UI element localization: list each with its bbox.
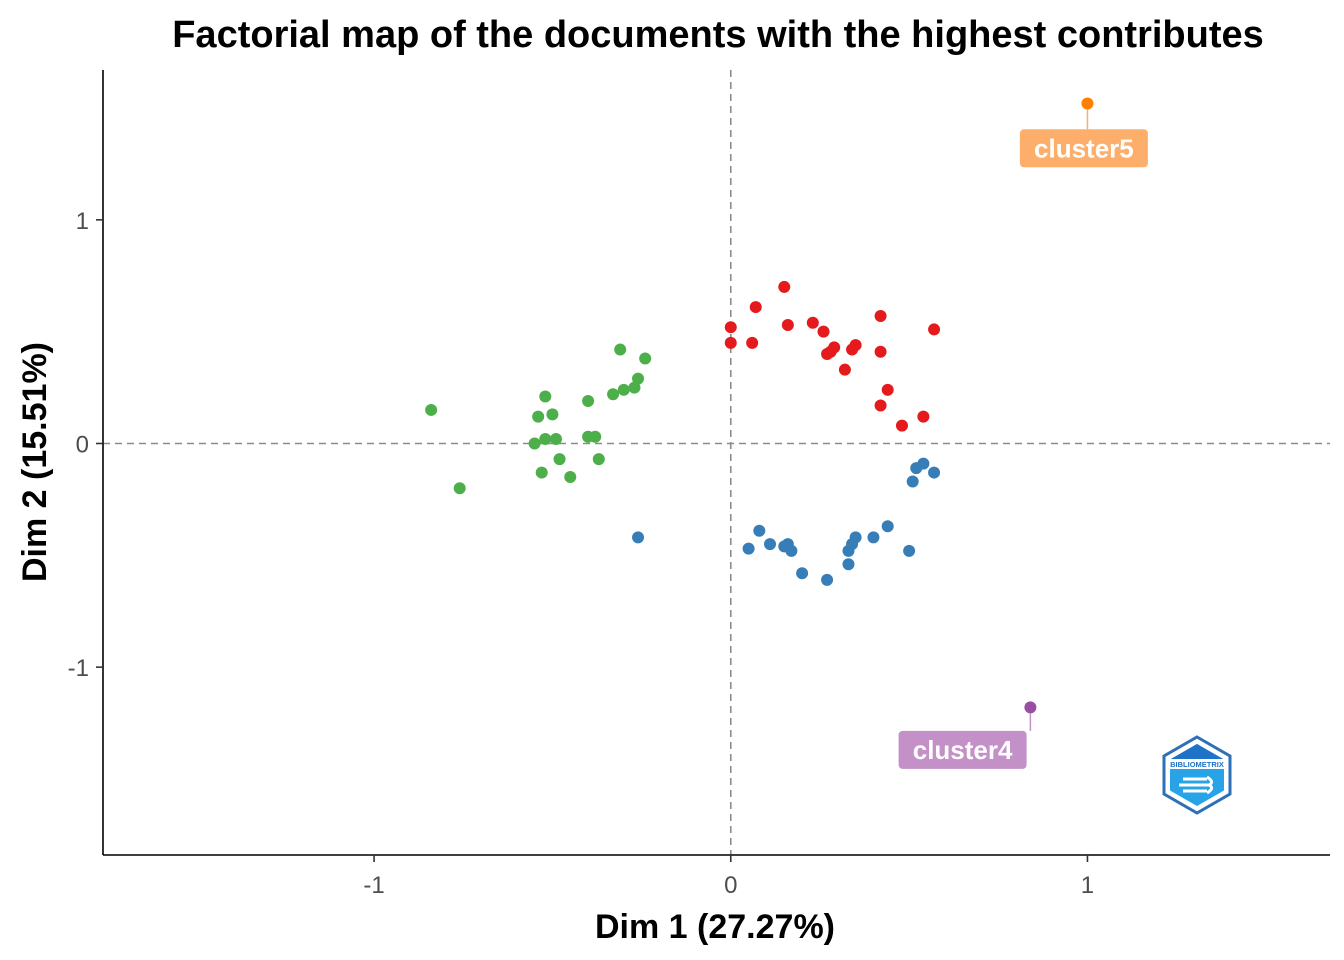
- cluster2-point: [764, 538, 777, 551]
- cluster1-point: [928, 323, 941, 336]
- cluster1-point: [724, 336, 737, 349]
- x-tick-label: 1: [1081, 872, 1094, 899]
- cluster2-point: [796, 567, 809, 580]
- cluster3-point: [539, 433, 552, 446]
- cluster1-point: [874, 399, 887, 412]
- cluster3-point: [528, 437, 541, 450]
- cluster2-point: [842, 558, 855, 571]
- cluster3-point: [589, 430, 602, 443]
- cluster1-point: [817, 325, 830, 338]
- cluster2-point: [785, 544, 798, 557]
- cluster1-point: [749, 301, 762, 314]
- x-tick-label: -1: [363, 872, 384, 899]
- y-tick-label: 1: [76, 208, 89, 235]
- chart-title: Factorial map of the documents with the …: [172, 14, 1264, 56]
- cluster2-point: [881, 520, 894, 533]
- watermark-text: BIBLIOMETRIX: [1170, 760, 1224, 769]
- cluster3-point: [549, 433, 562, 446]
- cluster2-point: [742, 542, 755, 555]
- x-axis-title: Dim 1 (27.27%): [595, 908, 835, 946]
- cluster2-point: [632, 531, 645, 544]
- cluster1-point: [781, 318, 794, 331]
- cluster1-point: [806, 316, 819, 329]
- cluster3-point: [614, 343, 627, 356]
- cluster1-point: [824, 345, 837, 358]
- cluster2-point: [849, 531, 862, 544]
- cluster3-point: [553, 453, 566, 466]
- cluster3-point: [617, 383, 630, 396]
- cluster3-point: [582, 394, 595, 407]
- cluster4-point: [1024, 701, 1037, 714]
- cluster1-point: [838, 363, 851, 376]
- cluster1-point: [917, 410, 930, 423]
- cluster2-point: [753, 524, 766, 537]
- cluster1-point: [746, 336, 759, 349]
- x-tick-label: 0: [724, 872, 737, 899]
- cluster4-label-box: [898, 730, 1027, 769]
- y-tick-label: 0: [76, 431, 89, 458]
- cluster2-point: [906, 475, 919, 488]
- cluster3-point: [564, 471, 577, 484]
- cluster4-label: cluster4: [913, 735, 1013, 765]
- cluster5-label: cluster5: [1034, 133, 1134, 163]
- cluster2-point: [928, 466, 941, 479]
- cluster3-point: [532, 410, 545, 423]
- cluster2-point: [903, 544, 916, 557]
- y-axis-title: Dim 2 (15.51%): [16, 342, 54, 582]
- cluster3-point: [425, 403, 438, 416]
- cluster1-point: [895, 419, 908, 432]
- cluster3-point: [535, 466, 548, 479]
- cluster3-point: [592, 453, 605, 466]
- cluster1-point: [778, 280, 791, 293]
- cluster2-point: [917, 457, 930, 470]
- cluster3-point: [539, 390, 552, 403]
- cluster1-point: [724, 321, 737, 334]
- cluster1-point: [881, 383, 894, 396]
- cluster5-label-box: [1019, 129, 1148, 168]
- cluster3-point: [453, 482, 466, 495]
- cluster3-point: [632, 372, 645, 385]
- cluster1-point: [874, 345, 887, 358]
- cluster3-point: [639, 352, 652, 365]
- y-tick-label: -1: [68, 655, 89, 682]
- bibliometrix-logo-icon: BIBLIOMETRIX: [1162, 735, 1232, 815]
- cluster3-point: [607, 388, 620, 401]
- cluster3-point: [546, 408, 559, 421]
- cluster2-point: [821, 573, 834, 586]
- cluster1-point: [874, 310, 887, 323]
- cluster1-point: [846, 343, 859, 356]
- cluster5-point: [1081, 97, 1094, 110]
- plot-area: -1 0 1 -1 0 1 cluster5 cluster4: [68, 70, 1330, 899]
- cluster2-point: [867, 531, 880, 544]
